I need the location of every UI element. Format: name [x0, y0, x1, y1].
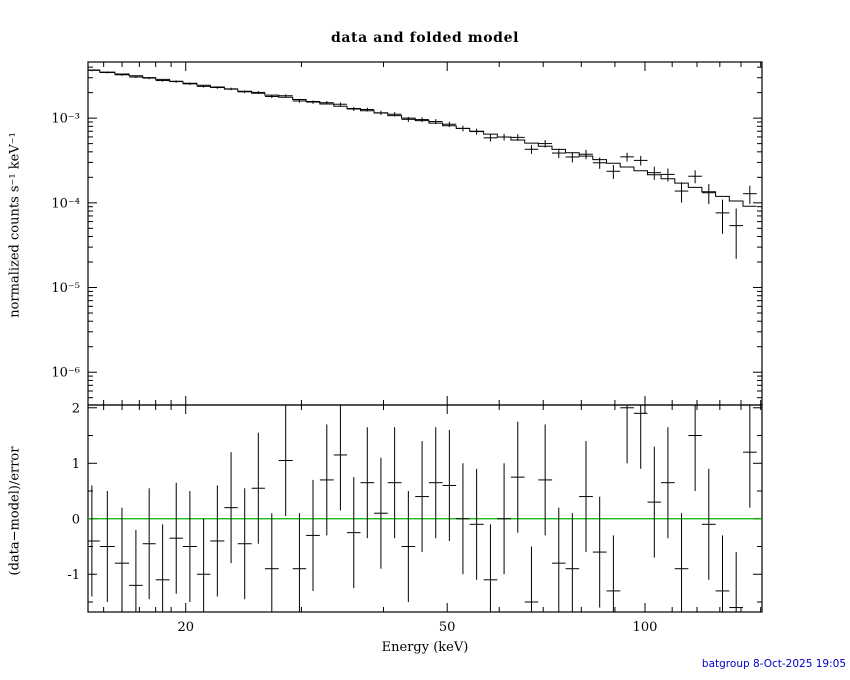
axis-ticks [88, 62, 762, 612]
y-tick-label: 10⁻⁵ [51, 281, 80, 296]
residual-y-tick-label: 1 [72, 457, 80, 472]
axes-frames [87, 61, 763, 613]
y-tick-label: 10⁻⁴ [51, 196, 80, 211]
axis-tick-labels: 20 50 100 10⁻³ 10⁻⁴ 10⁻⁵ 10⁻⁶ 2 1 0 -1 [51, 112, 657, 635]
y-axis-label-residuals: (data−model)/error [7, 446, 23, 576]
residual-y-tick-label: -1 [67, 568, 80, 583]
top-panel-frame [87, 61, 763, 406]
bottom-panel-frame [87, 404, 763, 613]
residual-y-tick-label: 0 [72, 512, 80, 527]
x-tick-label: 20 [177, 620, 194, 635]
y-tick-label: 10⁻³ [51, 112, 80, 127]
y-axis-label-counts: normalized counts s⁻¹ keV⁻¹ [7, 132, 23, 318]
y-tick-label: 10⁻⁶ [51, 366, 80, 381]
x-tick-label: 100 [633, 620, 658, 635]
spectrum-data-points [88, 69, 757, 259]
x-axis-label: Energy (keV) [381, 640, 469, 655]
residual-data-points [88, 405, 757, 612]
plot-title: data and folded model [331, 30, 519, 46]
residual-y-tick-label: 2 [72, 401, 80, 416]
x-tick-label: 50 [439, 620, 456, 635]
model-step-line [88, 69, 757, 207]
footer-credit: batgroup 8-Oct-2025 19:05 [701, 658, 846, 670]
